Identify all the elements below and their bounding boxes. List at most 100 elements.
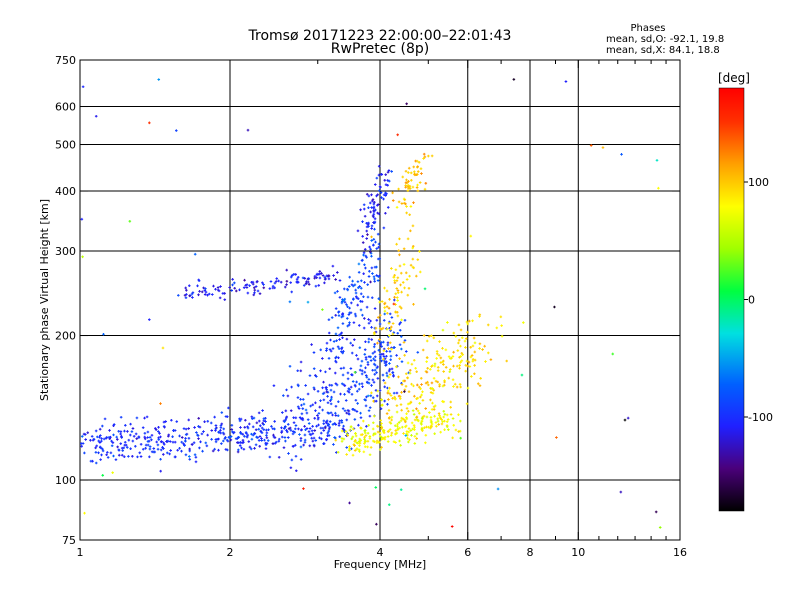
data-point — [393, 424, 397, 427]
data-point — [394, 310, 397, 314]
data-point — [303, 425, 306, 428]
data-point — [353, 449, 357, 452]
data-point — [372, 332, 376, 336]
data-point — [395, 296, 399, 299]
data-point — [363, 398, 366, 401]
data-point — [294, 454, 298, 458]
data-point — [411, 246, 414, 250]
data-point — [336, 326, 340, 330]
data-point — [196, 284, 199, 288]
data-point — [325, 437, 329, 441]
data-point — [353, 283, 357, 287]
data-point — [359, 208, 362, 212]
data-point — [450, 525, 454, 528]
data-point — [405, 102, 408, 106]
data-point — [367, 318, 370, 321]
data-point — [372, 433, 375, 437]
data-point — [301, 407, 305, 410]
data-point — [402, 341, 406, 344]
data-point — [206, 433, 209, 437]
data-point — [412, 201, 415, 204]
data-point — [452, 350, 455, 354]
data-point — [146, 430, 150, 434]
data-point — [373, 217, 377, 221]
data-point — [375, 394, 379, 398]
data-point — [431, 364, 434, 368]
data-point — [354, 288, 357, 292]
data-point — [425, 415, 429, 419]
data-point — [440, 418, 443, 421]
data-point — [280, 435, 284, 439]
data-point — [135, 437, 139, 440]
data-point — [440, 422, 444, 426]
data-point — [351, 453, 355, 457]
data-point — [363, 214, 367, 218]
data-point — [100, 437, 103, 440]
colorbar — [718, 87, 745, 512]
data-point — [456, 349, 460, 352]
data-point — [214, 287, 217, 291]
data-point — [362, 326, 366, 330]
data-point — [452, 364, 455, 368]
data-point — [357, 286, 360, 290]
data-point — [413, 172, 416, 176]
data-point — [447, 428, 450, 431]
data-point — [301, 398, 305, 401]
data-point — [90, 435, 94, 438]
data-point — [91, 438, 95, 442]
data-point — [348, 501, 351, 505]
data-point — [404, 169, 408, 173]
data-point — [386, 183, 389, 187]
data-point — [303, 433, 307, 437]
data-point — [359, 292, 363, 296]
data-point — [334, 414, 338, 417]
data-point — [232, 431, 235, 435]
data-point — [273, 286, 276, 290]
data-point — [465, 359, 469, 363]
data-point — [386, 341, 390, 345]
data-point — [324, 370, 327, 374]
data-point — [371, 427, 375, 431]
data-point — [81, 442, 85, 445]
data-point — [258, 445, 262, 448]
data-point — [378, 327, 382, 330]
data-point — [332, 274, 335, 277]
data-point — [164, 420, 167, 423]
data-point — [148, 436, 152, 439]
data-point — [437, 412, 441, 415]
data-point — [286, 423, 290, 426]
x-tick-label: 16 — [673, 546, 687, 559]
data-point — [383, 399, 386, 403]
data-point — [109, 451, 113, 455]
data-point — [362, 419, 365, 423]
data-point — [415, 432, 419, 436]
data-point — [348, 412, 351, 416]
data-point — [244, 418, 247, 422]
data-point — [327, 423, 330, 426]
data-point — [366, 394, 370, 398]
data-point — [101, 424, 104, 428]
data-point — [273, 427, 276, 431]
data-point — [478, 315, 481, 318]
data-point — [373, 200, 376, 204]
data-point — [381, 352, 385, 356]
data-point — [351, 427, 355, 431]
data-point — [391, 322, 395, 325]
data-point — [109, 435, 112, 439]
data-point — [367, 409, 371, 412]
data-point — [119, 415, 123, 419]
data-point — [371, 351, 375, 355]
data-point — [389, 327, 392, 331]
data-point — [364, 374, 368, 377]
data-point — [318, 436, 321, 440]
data-point — [294, 424, 298, 427]
data-point — [101, 474, 105, 477]
data-point — [325, 419, 329, 423]
data-point — [394, 303, 397, 306]
data-point — [413, 428, 416, 431]
data-point — [362, 203, 366, 207]
data-point — [377, 441, 381, 444]
data-point — [95, 444, 99, 448]
data-point — [162, 447, 165, 450]
data-point — [340, 382, 344, 386]
